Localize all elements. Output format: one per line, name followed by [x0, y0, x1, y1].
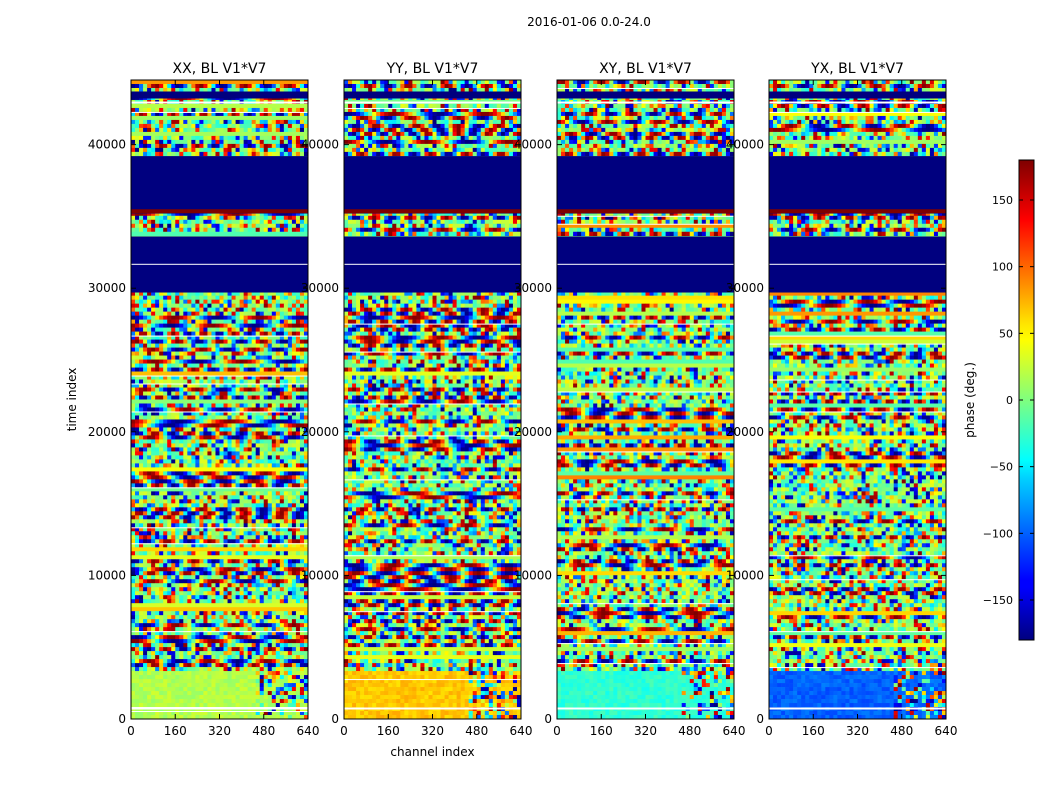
y-tick-label: 10000 — [88, 568, 126, 582]
x-tick-label: 320 — [208, 724, 231, 738]
x-tick-label: 320 — [634, 724, 657, 738]
x-tick-label: 160 — [377, 724, 400, 738]
x-tick-label: 480 — [252, 724, 275, 738]
figure-suptitle: 2016-01-06 0.0-24.0 — [527, 15, 651, 29]
x-tick-label: 320 — [846, 724, 869, 738]
panel-title: YX, BL V1*V7 — [810, 61, 904, 77]
x-tick-label: 160 — [590, 724, 613, 738]
y-tick-label: 0 — [544, 712, 552, 726]
x-tick-label: 0 — [765, 724, 773, 738]
y-tick-label: 40000 — [726, 138, 764, 152]
y-tick-label: 20000 — [301, 425, 339, 439]
y-tick-label: 0 — [331, 712, 339, 726]
x-tick-label: 480 — [890, 724, 913, 738]
y-tick-label: 40000 — [88, 138, 126, 152]
panel-title: YY, BL V1*V7 — [386, 61, 479, 77]
y-ticks: 0 10000 20000 30000 40000 — [301, 138, 521, 726]
y-tick-label: 10000 — [726, 568, 764, 582]
x-ticks: 0 160 320 480 640 — [127, 80, 319, 738]
x-tick-label: 0 — [340, 724, 348, 738]
panel-2: YY, BL V1*V7 0 160 320 480 640 0 10000 20000 3000… — [301, 61, 533, 759]
x-tick-label: 160 — [164, 724, 187, 738]
panel-title: XX, BL V1*V7 — [173, 61, 267, 77]
y-tick-label: 30000 — [88, 281, 126, 295]
x-tick-label: 640 — [297, 724, 320, 738]
colorbar-tick-label: −100 — [983, 527, 1013, 540]
panels: XX, BL V1*V7 0 160 320 480 640 0 10000 20000 3000… — [65, 61, 957, 759]
y-axis-label: time index — [65, 368, 79, 432]
y-tick-label: 10000 — [301, 568, 339, 582]
heatmap-image — [557, 80, 735, 720]
colorbar-tick-label: 0 — [1006, 394, 1013, 407]
y-tick-label: 40000 — [301, 138, 339, 152]
colorbar-tick-label: −150 — [983, 594, 1013, 607]
heatmap-image — [769, 80, 947, 720]
y-ticks: 0 10000 20000 30000 40000 — [726, 138, 946, 726]
x-tick-label: 160 — [802, 724, 825, 738]
heatmap-image — [131, 80, 309, 720]
colorbar-ticks: 150 100 50 0 −50 −100 −150 — [983, 194, 1034, 607]
x-ticks: 0 160 320 480 640 — [765, 80, 957, 738]
colorbar-tick-label: 50 — [999, 327, 1013, 340]
y-tick-label: 20000 — [514, 425, 552, 439]
heatmap-image — [344, 80, 522, 720]
y-tick-label: 20000 — [726, 425, 764, 439]
y-tick-label: 0 — [118, 712, 126, 726]
y-ticks: 0 10000 20000 30000 40000 — [88, 138, 308, 726]
panel-3: XY, BL V1*V7 0 160 320 480 640 0 10000 20000 3000… — [514, 61, 746, 738]
y-tick-label: 20000 — [88, 425, 126, 439]
x-tick-label: 640 — [935, 724, 958, 738]
panel-4: YX, BL V1*V7 0 160 320 480 640 0 10000 20000 3000… — [726, 61, 958, 738]
colorbar-tick-label: −50 — [990, 461, 1013, 474]
x-tick-label: 480 — [678, 724, 701, 738]
x-tick-label: 640 — [510, 724, 533, 738]
y-tick-label: 40000 — [514, 138, 552, 152]
x-axis-label: channel index — [390, 745, 474, 759]
y-tick-label: 0 — [756, 712, 764, 726]
panel-title: XY, BL V1*V7 — [599, 61, 692, 77]
x-ticks: 0 160 320 480 640 — [553, 80, 745, 738]
x-tick-label: 640 — [723, 724, 746, 738]
x-tick-label: 320 — [421, 724, 444, 738]
y-tick-label: 30000 — [301, 281, 339, 295]
x-tick-label: 0 — [127, 724, 135, 738]
x-ticks: 0 160 320 480 640 — [340, 80, 532, 738]
y-tick-label: 10000 — [514, 568, 552, 582]
panel-1: XX, BL V1*V7 0 160 320 480 640 0 10000 20000 3000… — [65, 61, 319, 738]
x-tick-label: 0 — [553, 724, 561, 738]
x-tick-label: 480 — [465, 724, 488, 738]
colorbar-tick-label: 150 — [992, 194, 1013, 207]
colorbar-label: phase (deg.) — [963, 362, 977, 438]
colorbar-tick-label: 100 — [992, 261, 1013, 274]
colorbar: 150 100 50 0 −50 −100 −150 phase (deg.) — [963, 159, 1035, 641]
y-tick-label: 30000 — [514, 281, 552, 295]
y-tick-label: 30000 — [726, 281, 764, 295]
y-ticks: 0 10000 20000 30000 40000 — [514, 138, 734, 726]
